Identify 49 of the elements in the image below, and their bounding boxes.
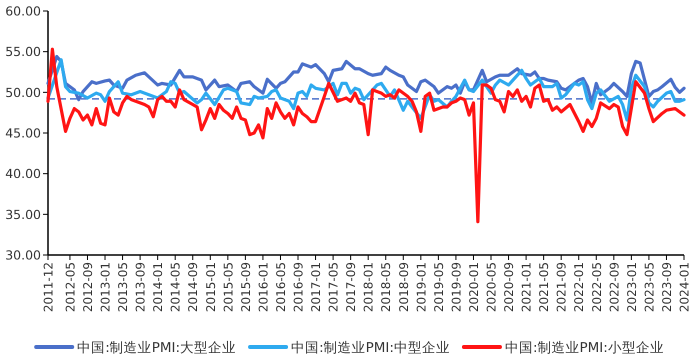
y-tick-label: 30.00 [5, 248, 42, 262]
x-tick-label: 2014-09 [186, 262, 200, 312]
x-tick-label: 2017-01 [309, 262, 324, 312]
x-tick-label: 2019-05 [432, 262, 446, 312]
line-series [46, 48, 686, 224]
x-tick-label: 2013-05 [116, 262, 130, 312]
y-tick-label: 35.00 [5, 206, 42, 222]
y-tick-label: 50.00 [5, 84, 42, 100]
x-tick-label: 2019-01 [414, 262, 428, 312]
x-tick-label: 2013-01 [98, 262, 113, 312]
x-tick-label: 2012-09 [80, 262, 95, 312]
x-tick-label: 2020-01 [466, 262, 481, 312]
x-tick-label: 2014-01 [151, 262, 166, 312]
x-tick-label: 2018-01 [362, 262, 376, 312]
x-tick-label: 2015-01 [204, 262, 218, 312]
x-tick-label: 2014-05 [168, 262, 183, 312]
legend-label: 中国:制造业PMI:中型企业 [291, 340, 450, 356]
y-tick-label: 45.00 [5, 126, 42, 140]
x-tick-label: 2018-09 [396, 262, 411, 312]
x-tick-label: 2020-05 [484, 262, 499, 312]
x-tick-label: 2016-05 [274, 262, 288, 312]
x-tick-label: 2017-05 [326, 262, 341, 312]
x-tick-label: 2018-05 [379, 262, 394, 312]
x-tick-label: 2015-09 [238, 262, 253, 312]
x-tick-label: 2022-09 [607, 262, 622, 312]
x-tick-label: 2016-01 [256, 262, 270, 312]
x-tick-label: 2021-09 [554, 262, 569, 312]
x-tick-label: 2021-01 [520, 262, 534, 312]
x-tick-label: 2022-01 [572, 262, 586, 312]
x-tick-label: 2016-09 [292, 262, 306, 312]
x-tick-label: 2012-05 [63, 262, 78, 312]
x-tick-label: 2023-01 [624, 262, 639, 312]
x-tick-label: 2022-05 [590, 262, 604, 312]
y-tick-label: 55.00 [5, 44, 42, 60]
x-tick-label: 2024-01 [678, 262, 692, 312]
x-tick-label: 2020-09 [502, 262, 516, 312]
line-series [46, 58, 686, 122]
x-tick-label: 2023-09 [660, 262, 674, 312]
legend-label: 中国:制造业PMI:大型企业 [77, 340, 236, 356]
legend-label: 中国:制造业PMI:小型企业 [504, 340, 664, 356]
x-tick-label: 2013-09 [134, 262, 148, 312]
x-tick-label: 2017-09 [344, 262, 358, 312]
x-tick-label: 2021-05 [537, 262, 552, 312]
y-tick-label: 40.00 [5, 166, 42, 182]
x-tick-label: 2023-05 [642, 262, 656, 312]
x-tick-label: 2019-09 [449, 262, 464, 312]
x-tick-label: 2011-12 [42, 262, 56, 312]
x-tick-label: 2015-05 [221, 262, 236, 312]
y-tick-label: 60.00 [5, 4, 42, 18]
